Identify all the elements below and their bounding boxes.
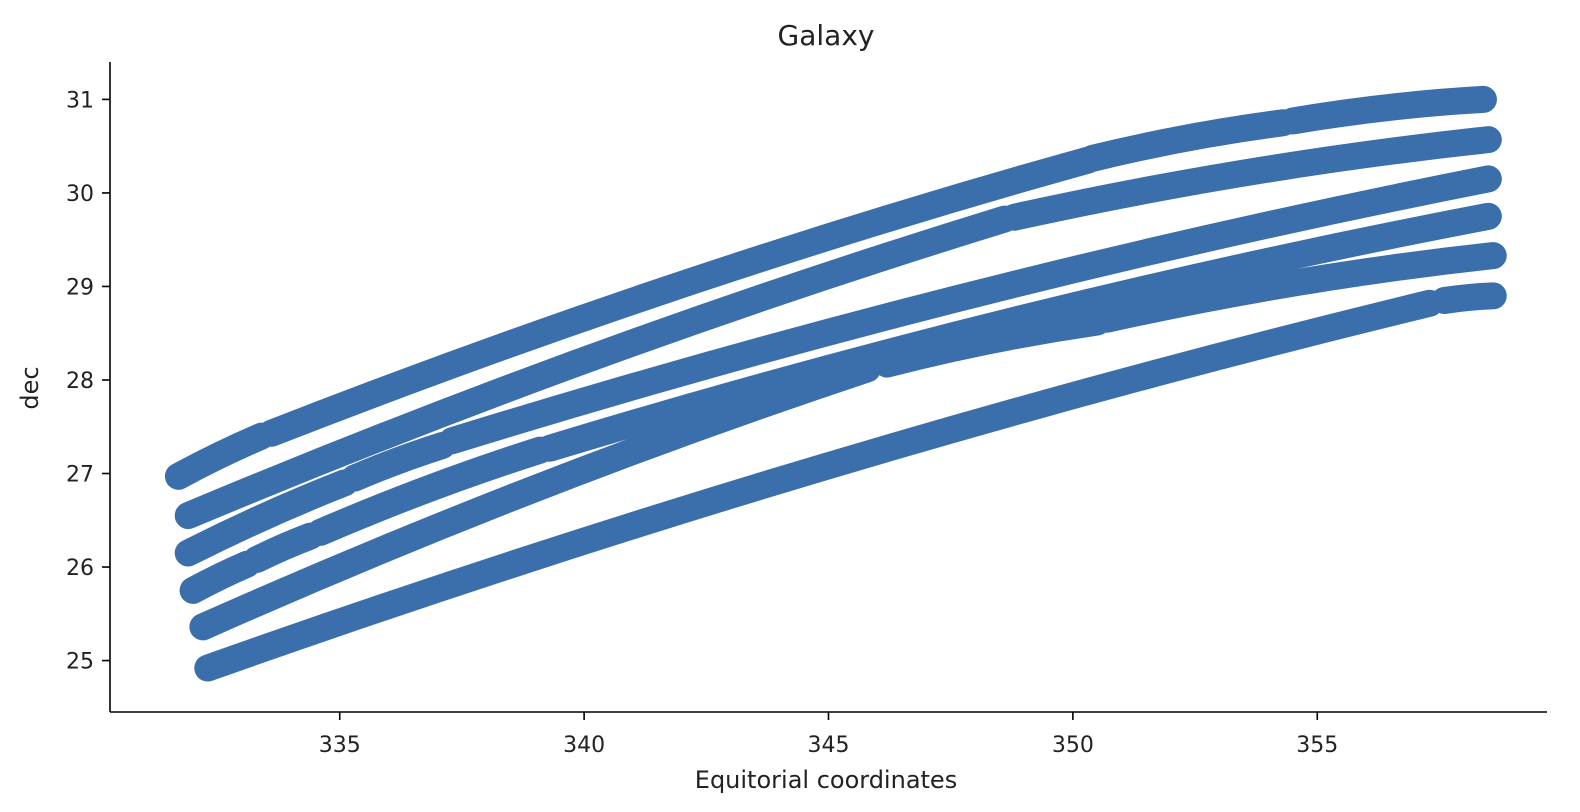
x-axis-label: Equitorial coordinates — [695, 766, 957, 794]
scan-stripe-3 — [174, 165, 1502, 567]
scatter-point-cluster — [243, 522, 324, 574]
scan-stripe-6 — [194, 282, 1507, 682]
scatter-point-cluster — [174, 205, 1018, 530]
y-tick-label: 28 — [66, 369, 94, 394]
chart-title: Galaxy — [778, 19, 875, 52]
scatter-point-cluster — [438, 165, 1502, 455]
x-axis-ticks: 335 340 345 350 355 — [319, 712, 1338, 758]
x-tick-label: 335 — [319, 733, 361, 758]
scatter-point-cluster — [1279, 85, 1497, 135]
scan-stripe-4 — [179, 202, 1502, 604]
scatter-point-cluster — [340, 431, 456, 492]
plot-area — [164, 85, 1507, 682]
y-tick-label: 30 — [66, 182, 94, 207]
y-axis-ticks: 25 26 27 28 29 30 31 — [66, 88, 110, 675]
x-tick-label: 350 — [1052, 733, 1094, 758]
scatter-point-cluster — [1430, 282, 1507, 314]
scan-stripe-2 — [174, 126, 1502, 530]
y-axis-label: dec — [16, 366, 44, 409]
y-tick-label: 31 — [66, 88, 94, 113]
scatter-point-cluster — [873, 308, 1111, 378]
scatter-point-cluster — [1000, 126, 1502, 231]
scatter-point-cluster — [1093, 242, 1507, 333]
scatter-point-cluster — [164, 422, 276, 490]
scatter-point-cluster — [189, 355, 882, 641]
scatter-point-cluster — [536, 202, 1502, 462]
y-tick-label: 27 — [66, 463, 94, 488]
scatter-point-cluster — [174, 469, 359, 567]
scatter-point-cluster — [1078, 109, 1297, 172]
x-tick-label: 340 — [563, 733, 605, 758]
scatter-point-cluster — [306, 436, 554, 546]
x-tick-label: 345 — [808, 733, 850, 758]
y-tick-label: 25 — [66, 650, 94, 675]
x-tick-label: 355 — [1296, 733, 1338, 758]
scan-stripe-5 — [189, 242, 1507, 641]
scatter-point-cluster — [194, 289, 1444, 682]
y-tick-label: 29 — [66, 275, 94, 300]
scatter-point-cluster — [257, 146, 1102, 447]
scatter-point-cluster — [179, 550, 261, 604]
scan-stripe-1 — [164, 85, 1497, 490]
y-tick-label: 26 — [66, 556, 94, 581]
